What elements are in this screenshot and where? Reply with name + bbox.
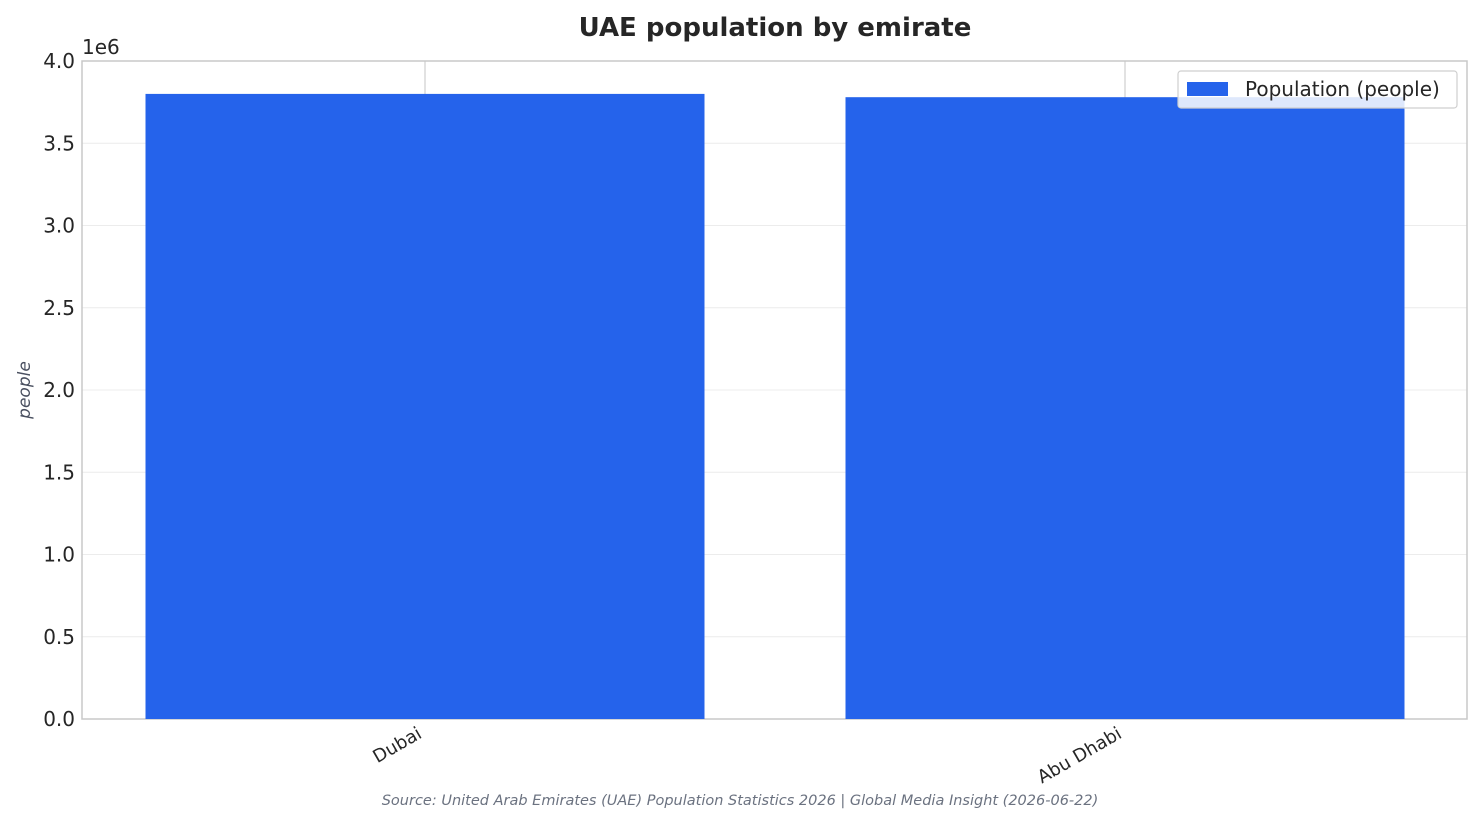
y-tick-label: 4.0 (43, 49, 75, 73)
legend-box (1177, 70, 1458, 109)
y-tick-label: 1.5 (43, 460, 75, 484)
y-axis-ticks: 0.0 0.5 1.0 1.5 2.0 2.5 3.0 3.5 4.0 (43, 49, 75, 731)
y-tick-label: 2.0 (43, 378, 75, 402)
legend-swatch (1187, 82, 1228, 96)
plot-area (81, 60, 1468, 720)
bars (145, 93, 1405, 719)
y-axis-label: people (15, 361, 35, 420)
y-tick-label: 2.5 (43, 296, 75, 320)
chart-title: UAE population by emirate (579, 13, 972, 43)
y-tick-label: 3.5 (43, 131, 75, 155)
y-axis-multiplier: 1e6 (82, 35, 120, 59)
source-note: Source: United Arab Emirates (UAE) Popul… (382, 793, 1099, 809)
x-axis-ticks: Dubai Abu Dhabi (369, 723, 1125, 788)
y-tick-label: 1.0 (43, 543, 75, 567)
bar-abu-dhabi (845, 97, 1405, 719)
y-tick-label: 0.0 (43, 707, 75, 731)
y-tick-label: 3.0 (43, 214, 75, 238)
legend: Population (people) (1177, 70, 1458, 109)
x-tick-label: Dubai (369, 723, 425, 768)
legend-label: Population (people) (1245, 77, 1440, 101)
x-tick-label: Abu Dhabi (1034, 723, 1126, 788)
y-tick-label: 0.5 (43, 625, 75, 649)
bar-dubai (145, 93, 705, 719)
